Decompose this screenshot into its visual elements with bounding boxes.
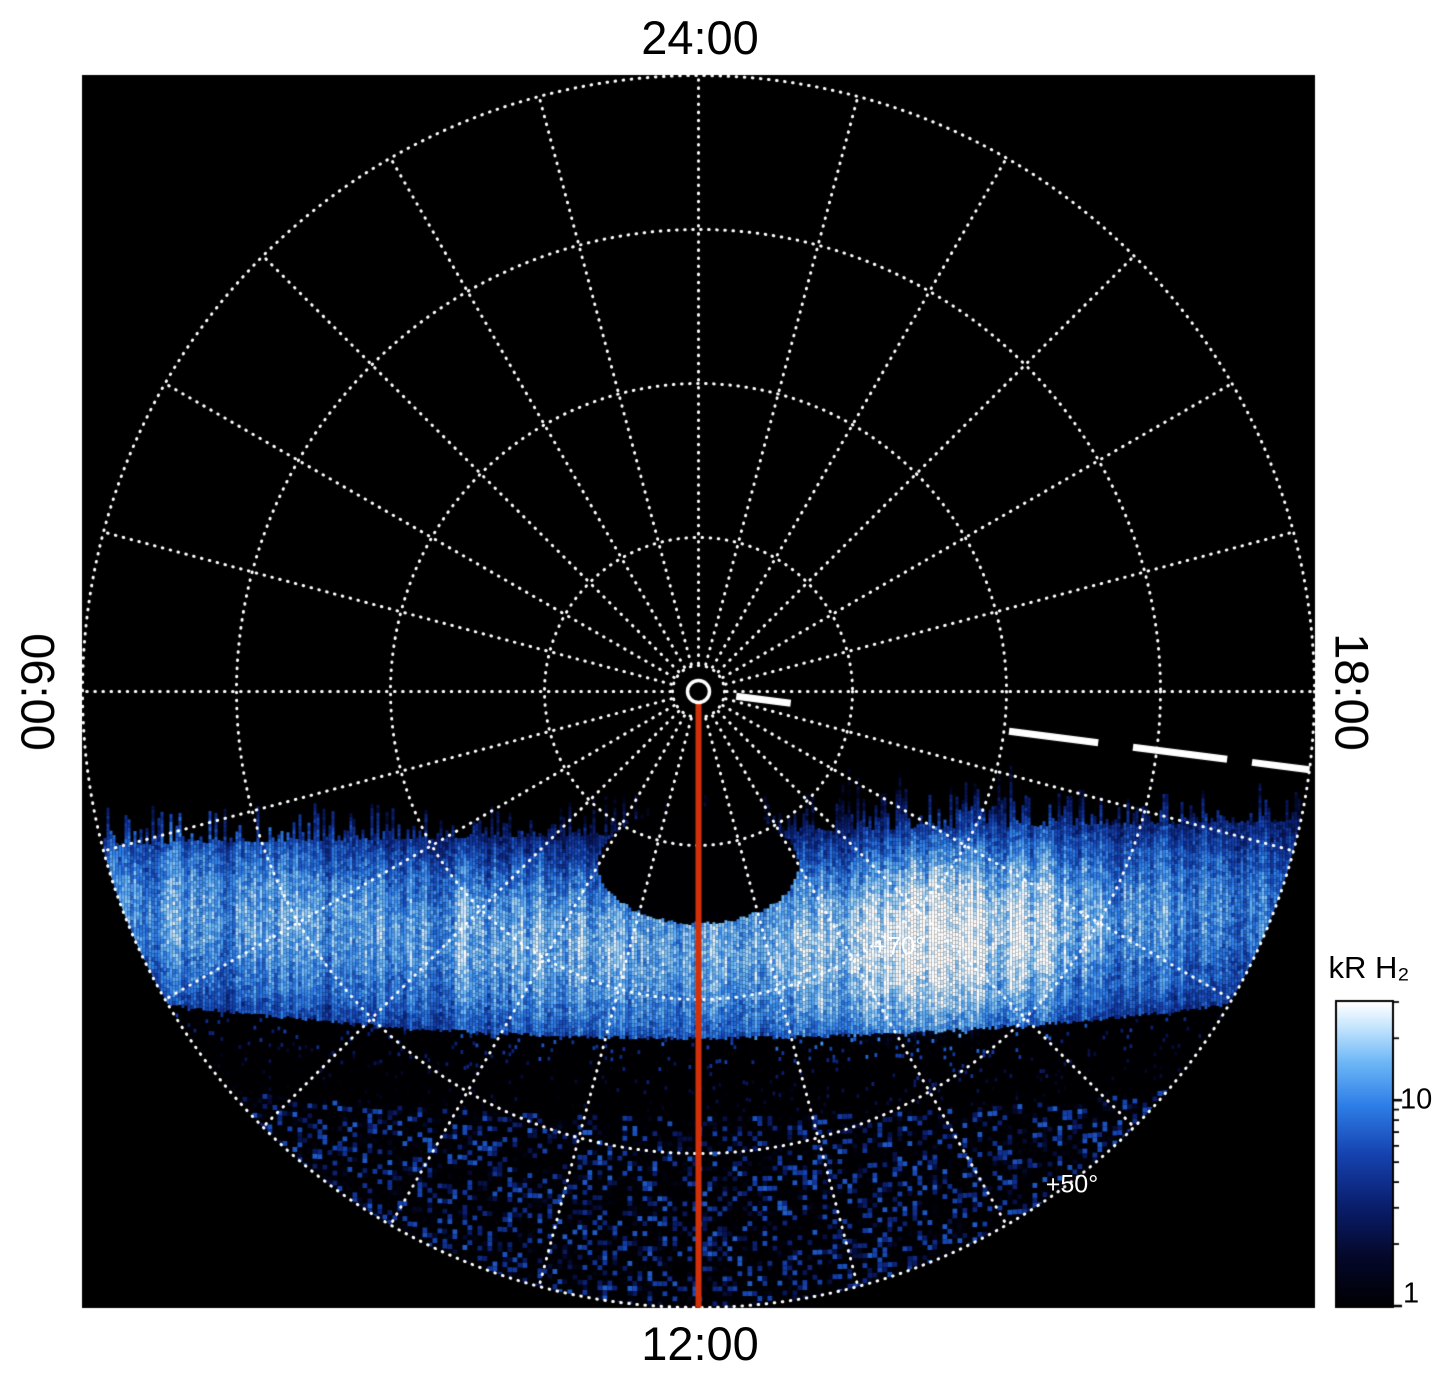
colorbar-tick-label-1: 1 bbox=[1403, 1277, 1420, 1310]
latitude-label-50: +50° bbox=[1045, 1170, 1099, 1199]
local-time-label-bottom: 12:00 bbox=[641, 1317, 759, 1370]
local-time-label-top: 24:00 bbox=[641, 11, 759, 64]
colorbar-title: kR H₂ bbox=[1328, 950, 1410, 985]
colorbar-tick-label-10: 10 bbox=[1400, 1083, 1433, 1116]
local-time-label-right: 18:00 bbox=[1325, 633, 1379, 751]
latitude-label-70: +70° bbox=[872, 932, 926, 961]
local-time-label-left: 06:00 bbox=[11, 633, 65, 751]
